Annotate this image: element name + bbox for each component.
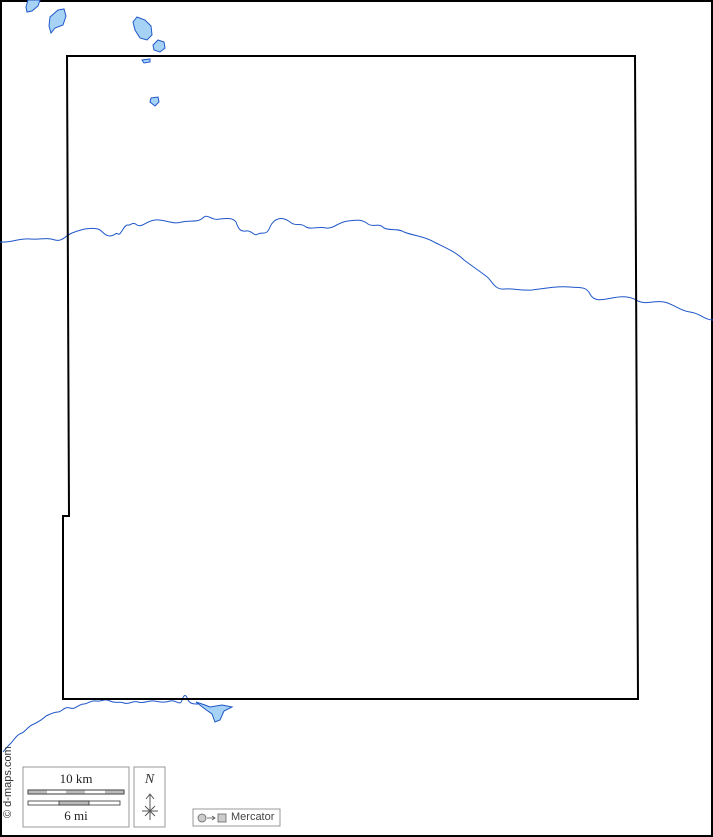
lake: [132, 16, 153, 41]
projection-box: [192, 808, 281, 827]
lake: [195, 701, 234, 723]
projection-label: Mercator: [231, 811, 275, 823]
river: [2, 695, 199, 753]
lake: [149, 96, 160, 107]
lake: [141, 58, 151, 64]
river: [0, 215, 713, 321]
scale-bar: [22, 766, 130, 828]
rivers: [0, 215, 713, 753]
lake: [152, 39, 166, 53]
north-label: N: [144, 772, 155, 787]
lake: [25, 0, 41, 13]
lakes: [25, 0, 234, 723]
lake: [48, 8, 67, 35]
credit-text: © d-maps.com: [2, 746, 14, 818]
scale-km-label: 10 km: [59, 771, 93, 786]
north-arrow: [133, 766, 166, 828]
region-boundary: [62, 55, 640, 700]
scale-mi-label: 6 mi: [64, 808, 88, 823]
